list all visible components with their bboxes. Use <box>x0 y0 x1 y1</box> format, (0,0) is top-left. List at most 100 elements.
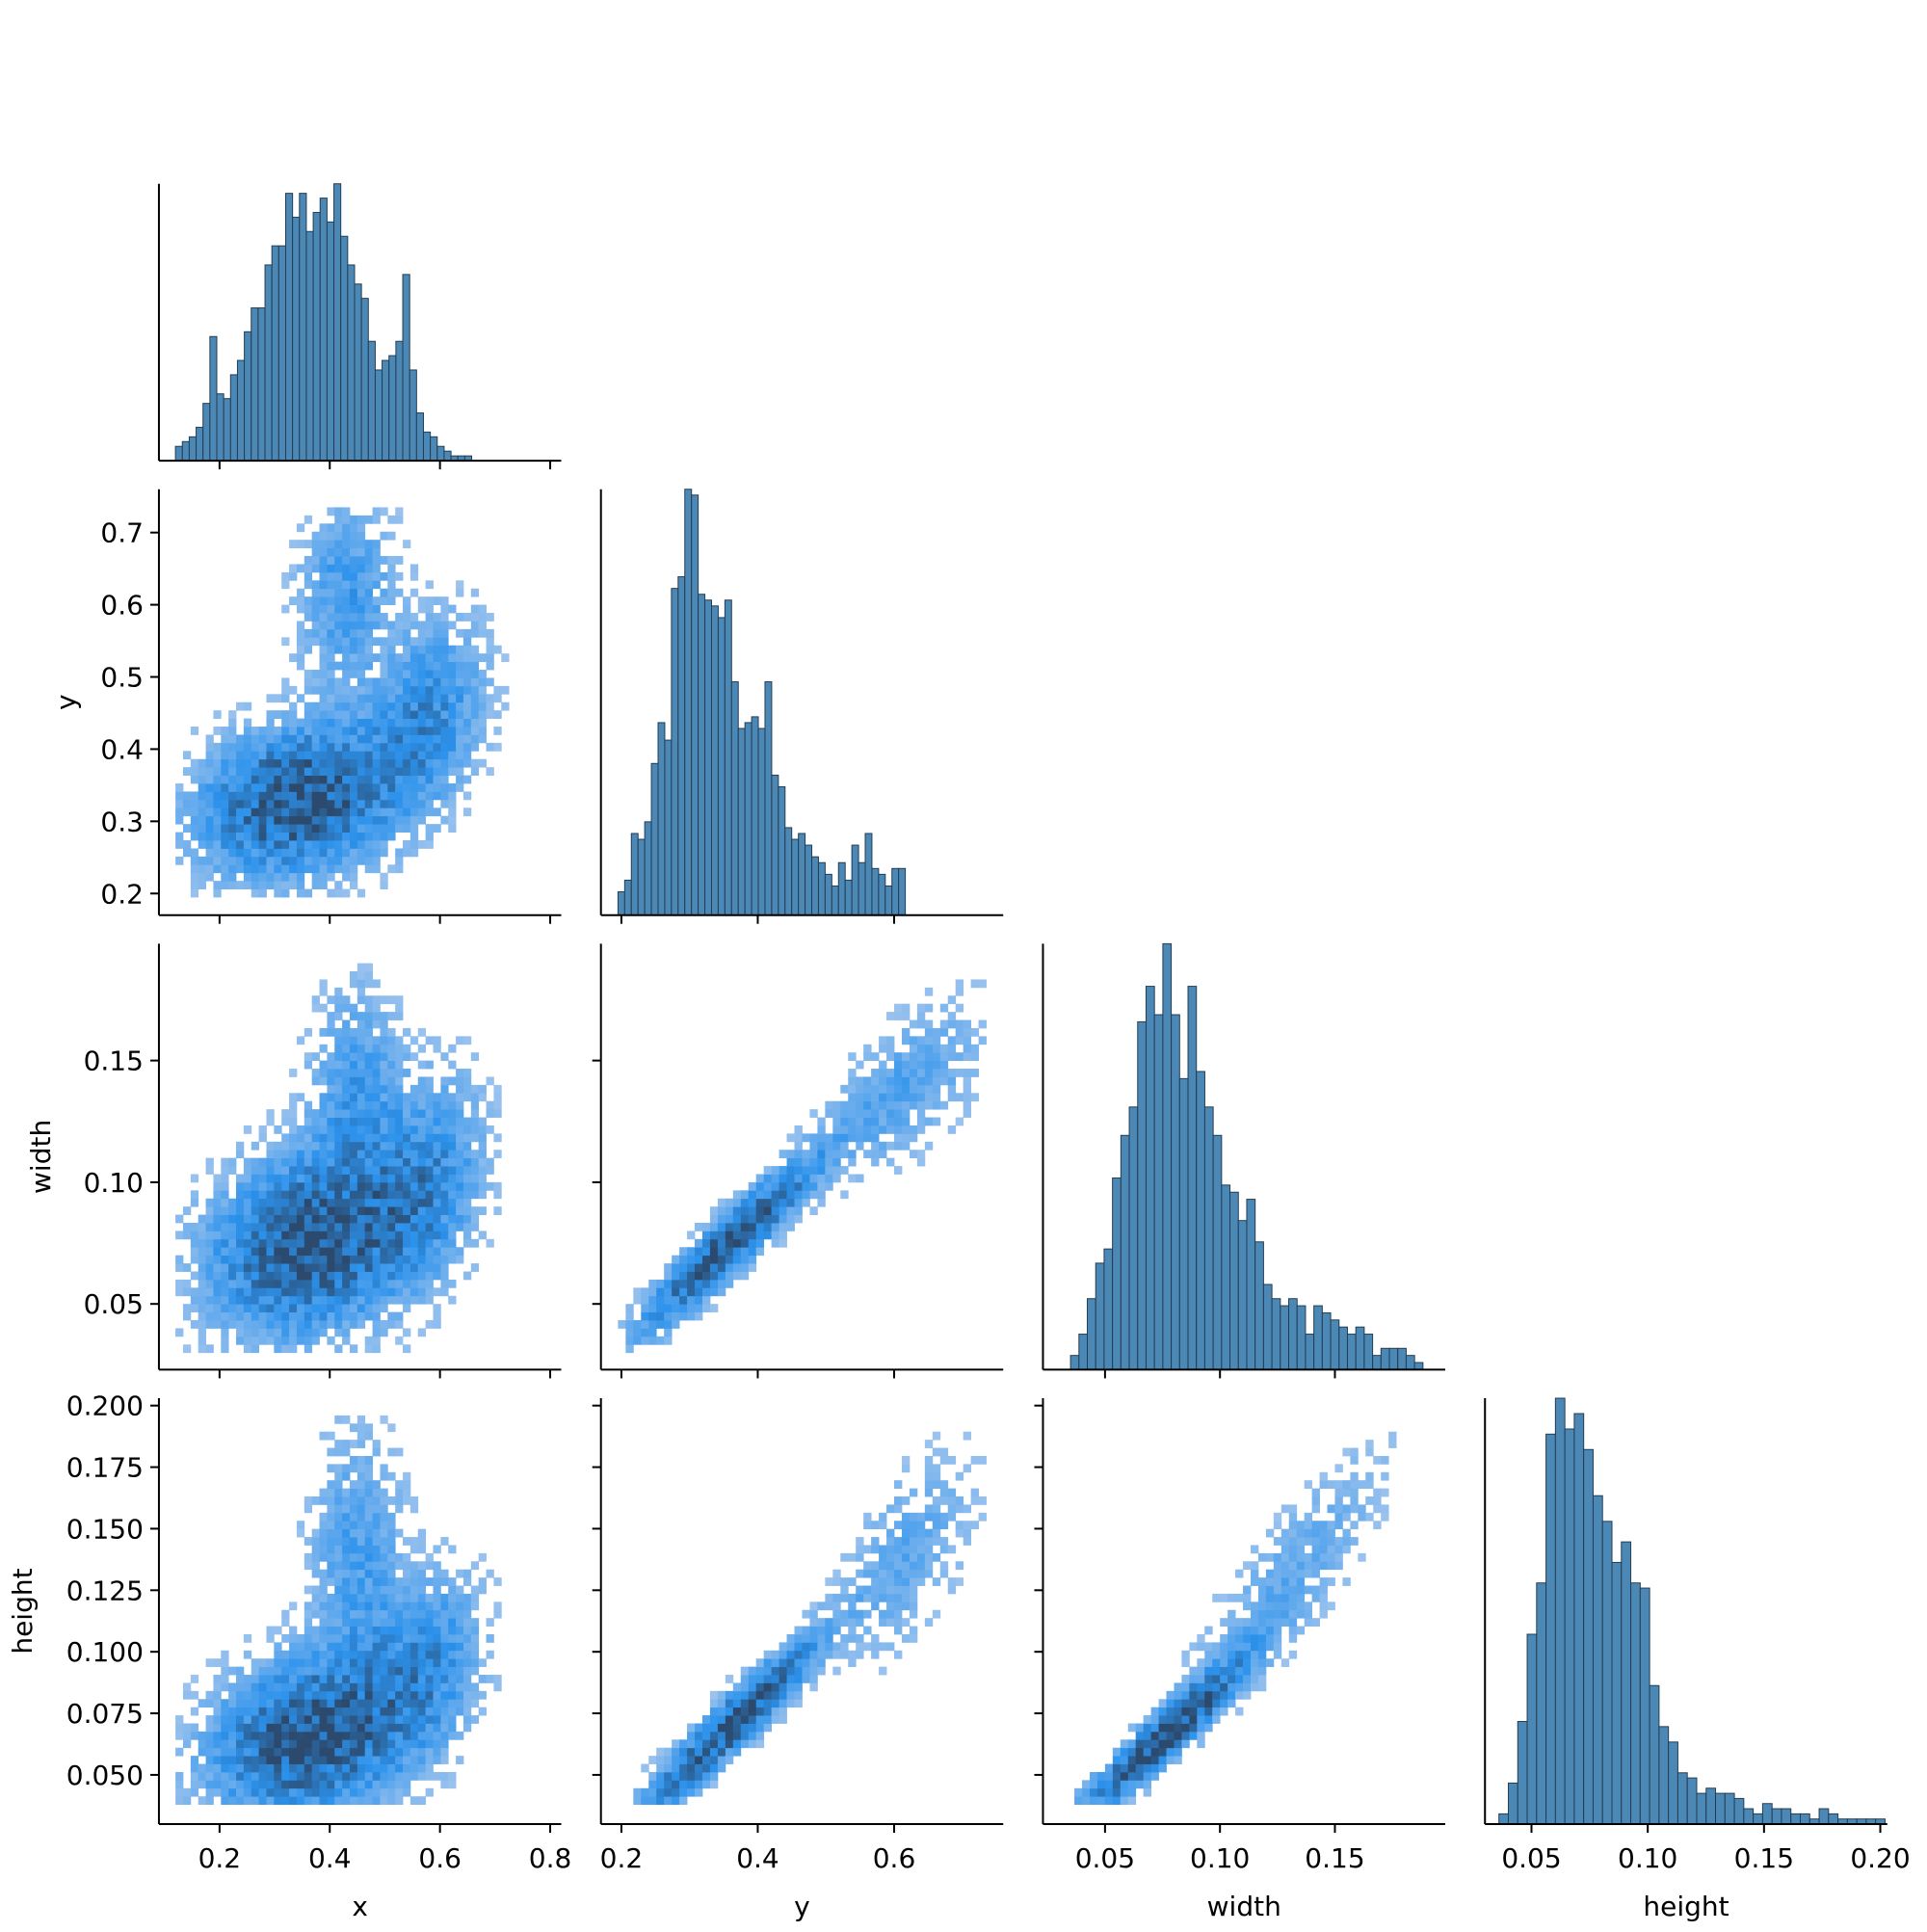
heatmap-cell <box>802 1651 809 1659</box>
heatmap-cell <box>380 694 387 702</box>
heatmap-cell <box>236 1190 244 1199</box>
heatmap-cell <box>334 1764 342 1773</box>
heatmap-cell <box>274 710 281 719</box>
heatmap-cell <box>1243 1601 1251 1610</box>
heatmap-cell <box>493 1093 501 1101</box>
heatmap-cell <box>327 776 334 784</box>
histogram-bar <box>1364 1335 1373 1370</box>
heatmap-cell <box>395 556 403 565</box>
heatmap-cell <box>259 1263 267 1272</box>
heatmap-cell <box>426 1651 434 1659</box>
histogram-bar <box>1146 987 1154 1370</box>
heatmap-cell <box>334 1586 342 1595</box>
heatmap-cell <box>312 1133 320 1142</box>
histogram-bar <box>245 331 251 461</box>
heatmap-cell <box>1342 1577 1350 1586</box>
heatmap-cell <box>448 1174 456 1182</box>
heatmap-cell <box>917 1101 925 1110</box>
heatmap-cell <box>426 710 434 719</box>
heatmap-cell <box>1181 1739 1189 1748</box>
heatmap-cell <box>281 1667 289 1676</box>
heatmap-cell <box>251 743 259 752</box>
heatmap-cell <box>373 1739 381 1748</box>
heatmap-cell <box>281 677 289 686</box>
heatmap-cell <box>334 751 342 759</box>
heatmap-cell <box>426 734 434 743</box>
heatmap-cell <box>387 833 395 841</box>
heatmap-cell <box>327 751 334 759</box>
heatmap-cell <box>433 1272 440 1281</box>
heatmap-cell <box>334 1328 342 1337</box>
heatmap-cell <box>320 824 328 833</box>
heatmap-cell <box>679 1287 687 1296</box>
heatmap-cell <box>297 637 304 646</box>
heatmap-cell <box>350 1344 357 1353</box>
heatmap-cell <box>925 1529 933 1538</box>
heatmap-cell <box>741 1231 749 1239</box>
heatmap-cell <box>1220 1651 1227 1659</box>
heatmap-cell <box>387 1586 395 1595</box>
heatmap-cell <box>312 1231 320 1239</box>
heatmap-cell <box>702 1764 710 1773</box>
heatmap-cell <box>418 1287 426 1296</box>
heatmap-cell <box>350 532 357 541</box>
heatmap-cell <box>809 1206 817 1215</box>
heatmap-cell <box>327 1150 334 1158</box>
heatmap-cell <box>327 1223 334 1231</box>
heatmap-cell <box>297 1174 304 1182</box>
heatmap-cell <box>1243 1594 1251 1602</box>
heatmap-cell <box>956 1577 964 1586</box>
heatmap-cell <box>259 776 267 784</box>
heatmap-cell <box>749 1682 756 1691</box>
heatmap-cell <box>175 1231 183 1239</box>
heatmap-cell <box>456 580 463 589</box>
heatmap-cell <box>456 1076 463 1085</box>
heatmap-cell <box>304 1206 312 1215</box>
heatmap-cell <box>856 1610 863 1619</box>
heatmap-cell <box>297 1166 304 1175</box>
heatmap-cell <box>1197 1667 1204 1676</box>
heatmap-cell <box>456 1215 463 1224</box>
heatmap-cell <box>365 1076 373 1085</box>
heatmap-cell <box>357 1658 365 1667</box>
heatmap-cell <box>274 1642 281 1651</box>
heatmap-cell <box>251 1675 259 1683</box>
heatmap-cell <box>1289 1521 1297 1529</box>
heatmap-cell <box>387 1448 395 1457</box>
heatmap-cell <box>320 1174 328 1182</box>
heatmap-cell <box>448 1150 456 1158</box>
heatmap-cell <box>726 1748 733 1757</box>
heatmap-cell <box>327 670 334 678</box>
heatmap-cell <box>334 710 342 719</box>
heatmap-cell <box>221 873 228 882</box>
heatmap-cell <box>304 743 312 752</box>
heatmap-cell <box>327 1513 334 1522</box>
heatmap-cell <box>289 833 297 841</box>
heatmap-cell <box>365 751 373 759</box>
heatmap-cell <box>334 1004 342 1013</box>
heatmap-cell <box>426 751 434 759</box>
heatmap-cell <box>228 1667 236 1676</box>
heatmap-cell <box>403 1537 410 1546</box>
heatmap-cell <box>251 848 259 857</box>
heatmap-cell <box>304 1796 312 1805</box>
heatmap-cell <box>342 857 350 865</box>
heatmap-cell <box>856 1109 863 1118</box>
heatmap-cell <box>741 1263 749 1272</box>
heatmap-cell <box>244 1296 251 1305</box>
heatmap-cell <box>206 1166 214 1175</box>
heatmap-cell <box>281 1280 289 1288</box>
heatmap-cell <box>426 613 434 622</box>
heatmap-cell <box>749 1699 756 1707</box>
heatmap-cell <box>925 1036 933 1045</box>
heatmap-cell <box>487 1634 494 1643</box>
heatmap-cell <box>1189 1715 1197 1724</box>
heatmap-cell <box>964 1109 971 1118</box>
heatmap-cell <box>395 743 403 752</box>
heatmap-cell <box>373 1093 381 1101</box>
heatmap-cell <box>702 1247 710 1256</box>
heatmap-cell <box>1181 1651 1189 1659</box>
heatmap-cell <box>403 759 410 768</box>
heatmap-cell <box>433 1174 440 1182</box>
heatmap-cell <box>251 1296 259 1305</box>
